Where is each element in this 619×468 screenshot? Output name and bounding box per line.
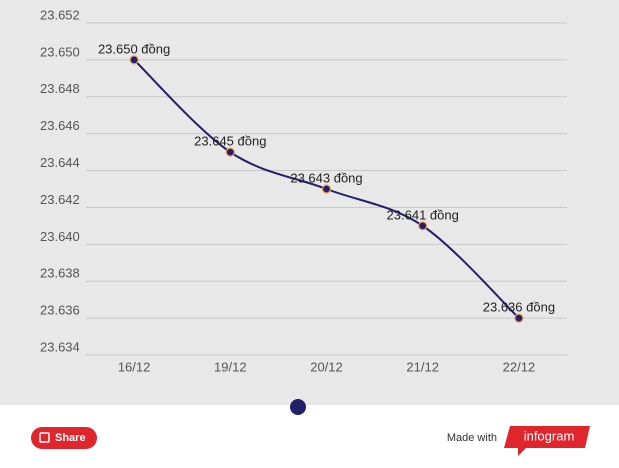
y-tick-label: 23.634 — [40, 339, 80, 354]
y-tick-label: 23.642 — [40, 192, 80, 207]
x-tick-label: 16/12 — [118, 359, 151, 374]
y-tick-label: 23.648 — [40, 81, 80, 96]
x-tick-label: 19/12 — [214, 359, 247, 374]
x-tick-label: 20/12 — [310, 359, 343, 374]
y-tick-label: 23.638 — [40, 266, 80, 281]
data-label: 23.650 đồng — [98, 41, 170, 56]
share-icon — [39, 432, 50, 443]
y-tick-label: 23.650 — [40, 44, 80, 59]
share-label[interactable]: Share — [55, 432, 86, 444]
brand-logo[interactable] — [504, 426, 590, 456]
data-label: 23.643 đồng — [290, 170, 362, 185]
x-tick-label: 22/12 — [503, 359, 536, 374]
y-tick-label: 23.646 — [40, 118, 80, 133]
brand-label[interactable]: infogram — [524, 428, 575, 443]
data-label: 23.645 đồng — [194, 134, 266, 149]
y-tick-label: 23.652 — [40, 7, 80, 22]
data-label: 23.636 đồng — [483, 300, 555, 315]
point — [514, 313, 524, 323]
chart-background — [0, 0, 619, 405]
y-tick-label: 23.640 — [40, 229, 80, 244]
made-with: Made with — [447, 432, 497, 444]
point — [418, 221, 428, 231]
y-tick-label: 23.644 — [40, 155, 80, 170]
point — [225, 147, 235, 157]
point — [321, 184, 332, 194]
point — [129, 55, 139, 65]
x-tick-label: 21/12 — [406, 359, 439, 374]
data-label: 23.641 đồng — [387, 207, 459, 222]
page-indicator[interactable] — [290, 399, 306, 415]
y-tick-label: 23.636 — [40, 303, 80, 318]
